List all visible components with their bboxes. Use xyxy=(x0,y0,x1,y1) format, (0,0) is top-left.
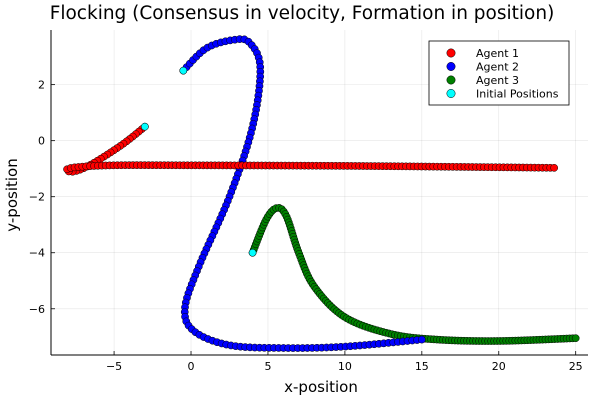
legend-label: Agent 3 xyxy=(476,74,519,87)
x-tick-label: 20 xyxy=(492,360,506,373)
series-agent-1 xyxy=(63,122,558,176)
agent-3-point xyxy=(571,334,580,343)
legend-marker xyxy=(446,62,456,71)
tick-labels: −5 0 5 10 15 20 25 −6 −4 −2 0 2 xyxy=(29,79,583,373)
series-agent-2 xyxy=(179,35,426,352)
x-tick-label: 5 xyxy=(264,360,271,373)
x-tick-label: 25 xyxy=(569,360,583,373)
series-initial-positions xyxy=(141,66,257,257)
legend-label: Agent 2 xyxy=(476,61,519,74)
initial-position-point xyxy=(141,122,149,131)
y-tick-label: −6 xyxy=(29,303,45,316)
initial-position-point xyxy=(179,66,188,75)
y-tick-label: 2 xyxy=(38,79,45,92)
x-tick-label: 0 xyxy=(188,360,195,373)
legend-marker xyxy=(446,89,456,98)
legend-marker xyxy=(446,48,456,58)
legend-label: Initial Positions xyxy=(476,88,559,101)
y-axis-label: y-position xyxy=(3,158,21,231)
agent-2-point xyxy=(417,335,426,344)
series-agent-3 xyxy=(248,204,580,345)
legend-marker xyxy=(446,75,456,85)
x-tick-label: −5 xyxy=(106,360,122,373)
chart-title: Flocking (Consensus in velocity, Formati… xyxy=(50,3,555,24)
y-tick-label: −4 xyxy=(29,247,45,260)
legend-label: Agent 1 xyxy=(476,47,519,60)
data-points xyxy=(63,35,580,352)
x-tick-label: 15 xyxy=(415,360,429,373)
grid xyxy=(51,30,588,355)
y-tick-label: 0 xyxy=(38,135,45,148)
x-tick-label: 10 xyxy=(338,360,352,373)
y-tick-label: −2 xyxy=(29,191,45,204)
axes xyxy=(50,30,588,356)
x-axis-label: x-position xyxy=(284,378,358,396)
initial-position-point xyxy=(248,248,257,257)
agent-1-point xyxy=(550,163,558,172)
